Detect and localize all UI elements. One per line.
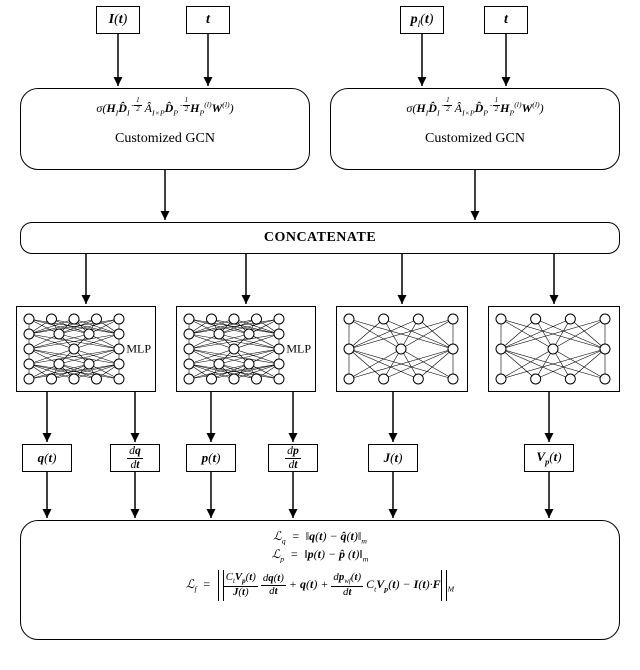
gcn-formula: σ(HID̂I -12 ÂI×PD̂P -12HP(l)W(l)) [335,97,615,117]
out-label: p(t) [202,450,221,466]
loss-p: ℒp = ‖p(t) − p̂ (t)‖m [29,547,611,563]
mlp-4 [488,306,620,392]
mlp-2: MLP [176,306,316,392]
loss-q: ℒq = ‖q(t) − q̂(t)‖m [29,529,611,545]
gcn-right: σ(HID̂I -12 ÂI×PD̂P -12HP(l)W(l)) Custom… [330,88,620,170]
out-label: dqdt [127,445,143,472]
loss-f: ℒf = CtVp(t)J(t) dq(t)dt + q(t) + dpwf(t… [29,570,611,601]
out-Vp: Vp(t) [524,444,574,472]
input-label: t [504,12,508,28]
out-dp: dpdt [268,444,318,472]
input-label: I(t) [109,12,128,28]
concat-box: CONCATENATE [20,222,620,254]
input-pl: pl(t) [400,6,444,34]
mlp-1: MLP [16,306,156,392]
out-label: Vp(t) [536,449,561,467]
gcn-label: Customized GCN [25,131,305,147]
input-label: pl(t) [411,12,434,29]
gcn-label: Customized GCN [335,131,615,147]
input-t-left: t [186,6,230,34]
input-I: I(t) [96,6,140,34]
mlp-label: MLP [286,342,311,357]
gcn-left: σ(HID̂I -12 ÂI×PD̂P -12HP(l)W(l)) Custom… [20,88,310,170]
out-p: p(t) [186,444,236,472]
out-dq: dqdt [110,444,160,472]
out-J: J(t) [368,444,418,472]
out-label: J(t) [384,450,403,466]
out-label: dpdt [285,445,301,472]
diagram-canvas: I(t) t pl(t) t σ(HID̂I -12 ÂI×PD̂P -12HP… [0,0,640,670]
concat-label: CONCATENATE [264,230,376,246]
mlp-3 [336,306,468,392]
gcn-formula: σ(HID̂I -12 ÂI×PD̂P -12HP(l)W(l)) [25,97,305,117]
input-label: t [206,12,210,28]
out-q: q(t) [22,444,72,472]
mlp-label: MLP [126,342,151,357]
out-label: q(t) [38,450,57,466]
input-t-right: t [484,6,528,34]
loss-box: ℒq = ‖q(t) − q̂(t)‖m ℒp = ‖p(t) − p̂ (t)… [20,520,620,640]
